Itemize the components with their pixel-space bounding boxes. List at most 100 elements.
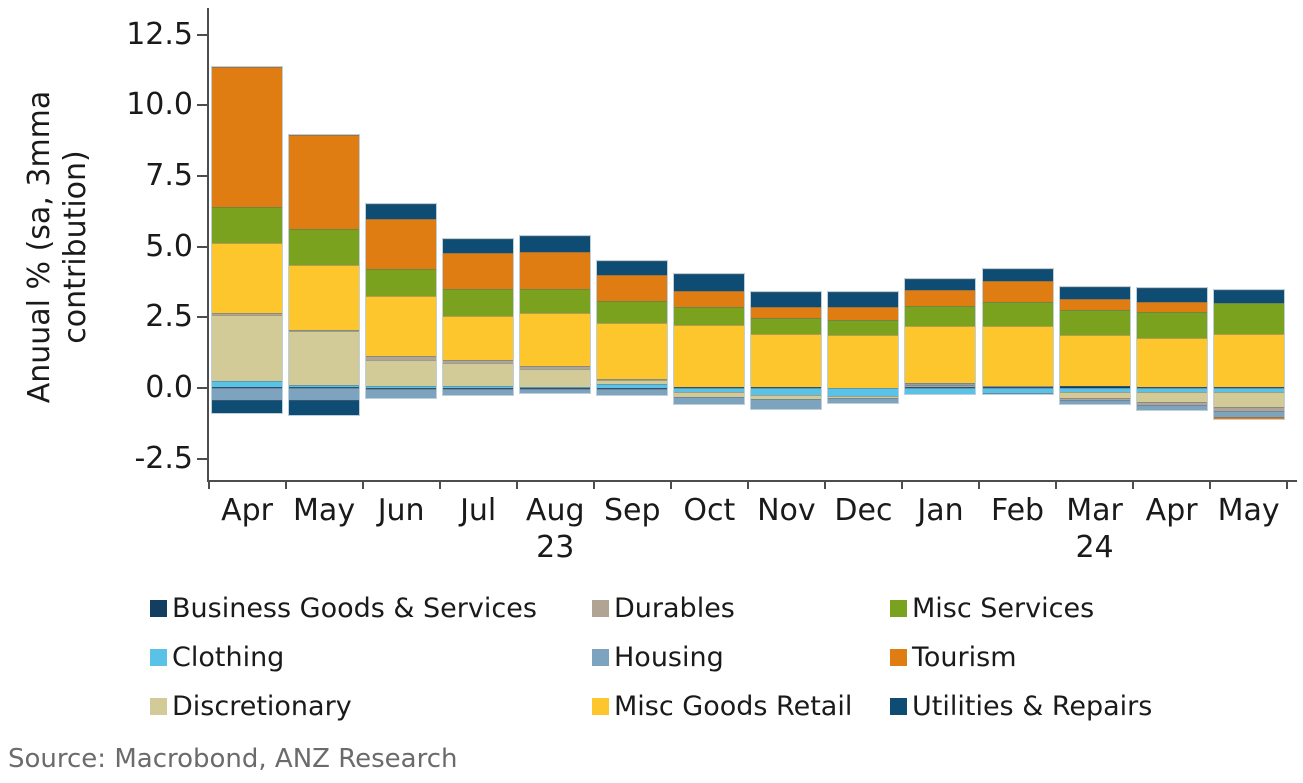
bar-segment xyxy=(289,384,360,388)
legend-swatch xyxy=(890,698,907,715)
bar-segment xyxy=(443,360,514,363)
bar-segment xyxy=(751,334,822,387)
x-axis-month-label: Jan xyxy=(917,493,964,528)
bar-segment xyxy=(674,324,745,387)
bar-segment xyxy=(982,326,1053,387)
bar-segment xyxy=(982,269,1053,282)
bar-segment xyxy=(982,388,1053,394)
x-axis-month-label: Sep xyxy=(603,493,661,528)
bar-segment xyxy=(905,290,976,306)
bar-segment xyxy=(751,292,822,308)
bar-segment xyxy=(751,307,822,319)
legend-swatch xyxy=(150,600,167,617)
bar-segment xyxy=(366,389,437,398)
bar-segment xyxy=(443,389,514,396)
bar-segment xyxy=(366,356,437,360)
bar-segment xyxy=(366,269,437,297)
bar-segment xyxy=(905,388,976,395)
bar-segment xyxy=(597,260,668,276)
bar-segment xyxy=(1213,411,1284,417)
bar-segment xyxy=(905,278,976,291)
bar-segment xyxy=(366,296,437,357)
bar-segment xyxy=(597,379,668,381)
bar-segment xyxy=(520,313,591,366)
bar-segment xyxy=(520,369,591,387)
bar-segment xyxy=(1213,290,1284,304)
bar-segment xyxy=(597,322,668,380)
bar-segment xyxy=(597,388,668,389)
bar-segment xyxy=(597,275,668,301)
x-tick-mark xyxy=(284,480,287,489)
bar-segment xyxy=(674,306,745,325)
bar-segment xyxy=(443,388,514,390)
legend-swatch xyxy=(592,600,609,617)
x-axis-month-label: Nov xyxy=(757,493,816,528)
bar-segment xyxy=(520,289,591,314)
bar-segment xyxy=(1059,286,1130,300)
bar-segment xyxy=(751,386,822,388)
y-tick-label: 0.0 xyxy=(145,370,193,405)
bar-segment xyxy=(828,307,899,321)
bar-segment xyxy=(366,359,437,386)
y-tick-label: 12.5 xyxy=(126,16,193,52)
x-tick-mark xyxy=(438,480,441,489)
y-tick-mark xyxy=(197,387,207,389)
bar-segment xyxy=(443,386,514,388)
bar-segment xyxy=(751,388,822,395)
bar-segment xyxy=(1136,402,1207,405)
y-tick-mark xyxy=(197,245,207,248)
y-tick-mark xyxy=(197,316,207,319)
bar-segment xyxy=(520,236,591,252)
bar-segment xyxy=(982,302,1053,327)
x-tick-mark xyxy=(1286,480,1289,489)
bar-segment xyxy=(905,326,976,384)
bar-segment xyxy=(1213,333,1284,387)
bar-segment xyxy=(1213,416,1284,420)
bar-segment xyxy=(1136,302,1207,312)
bar-segment xyxy=(751,394,822,400)
bar-segment xyxy=(520,389,591,394)
bar-segment xyxy=(828,335,899,388)
bar-segment xyxy=(443,253,514,290)
bar-segment xyxy=(212,67,283,207)
x-axis-month-label: Oct xyxy=(683,493,736,528)
bar-segment xyxy=(1213,386,1284,388)
x-axis-month-label: Aug xyxy=(525,493,585,528)
bar-segment xyxy=(1136,392,1207,403)
x-tick-mark xyxy=(515,480,518,489)
bar-segment xyxy=(366,204,437,220)
y-tick-label: 5.0 xyxy=(145,228,193,264)
bar-segment xyxy=(1059,309,1130,335)
x-tick-mark xyxy=(978,480,980,489)
x-tick-mark xyxy=(1209,480,1212,489)
bar-segment xyxy=(751,399,822,410)
y-axis-line xyxy=(207,8,209,482)
bar-segment xyxy=(1136,386,1207,388)
bar-segment xyxy=(828,292,899,308)
legend-swatch xyxy=(890,600,907,617)
x-tick-mark xyxy=(746,480,749,489)
bar-segment xyxy=(982,386,1053,388)
legend-label: Business Goods & Services xyxy=(172,593,537,624)
bar-segment xyxy=(289,330,360,332)
x-tick-mark xyxy=(1055,480,1058,489)
bar-segment xyxy=(1059,299,1130,310)
legend-label: Tourism xyxy=(912,642,1017,673)
bar-segment xyxy=(520,388,591,390)
bar-segment xyxy=(289,135,360,230)
legend-label: Misc Goods Retail xyxy=(614,691,853,722)
legend-swatch xyxy=(592,698,609,715)
bar-segment xyxy=(289,388,360,400)
bar-segment xyxy=(212,380,283,388)
bar-segment xyxy=(905,386,976,388)
bar-segment xyxy=(1136,288,1207,302)
x-tick-mark xyxy=(207,480,210,489)
x-axis-month-label: May xyxy=(1217,493,1280,528)
bar-segment xyxy=(212,387,283,389)
bar-segment xyxy=(1136,404,1207,411)
bar-segment xyxy=(1213,388,1284,392)
bar-segment xyxy=(828,395,899,398)
x-axis-year-label: 24 xyxy=(1075,530,1114,565)
